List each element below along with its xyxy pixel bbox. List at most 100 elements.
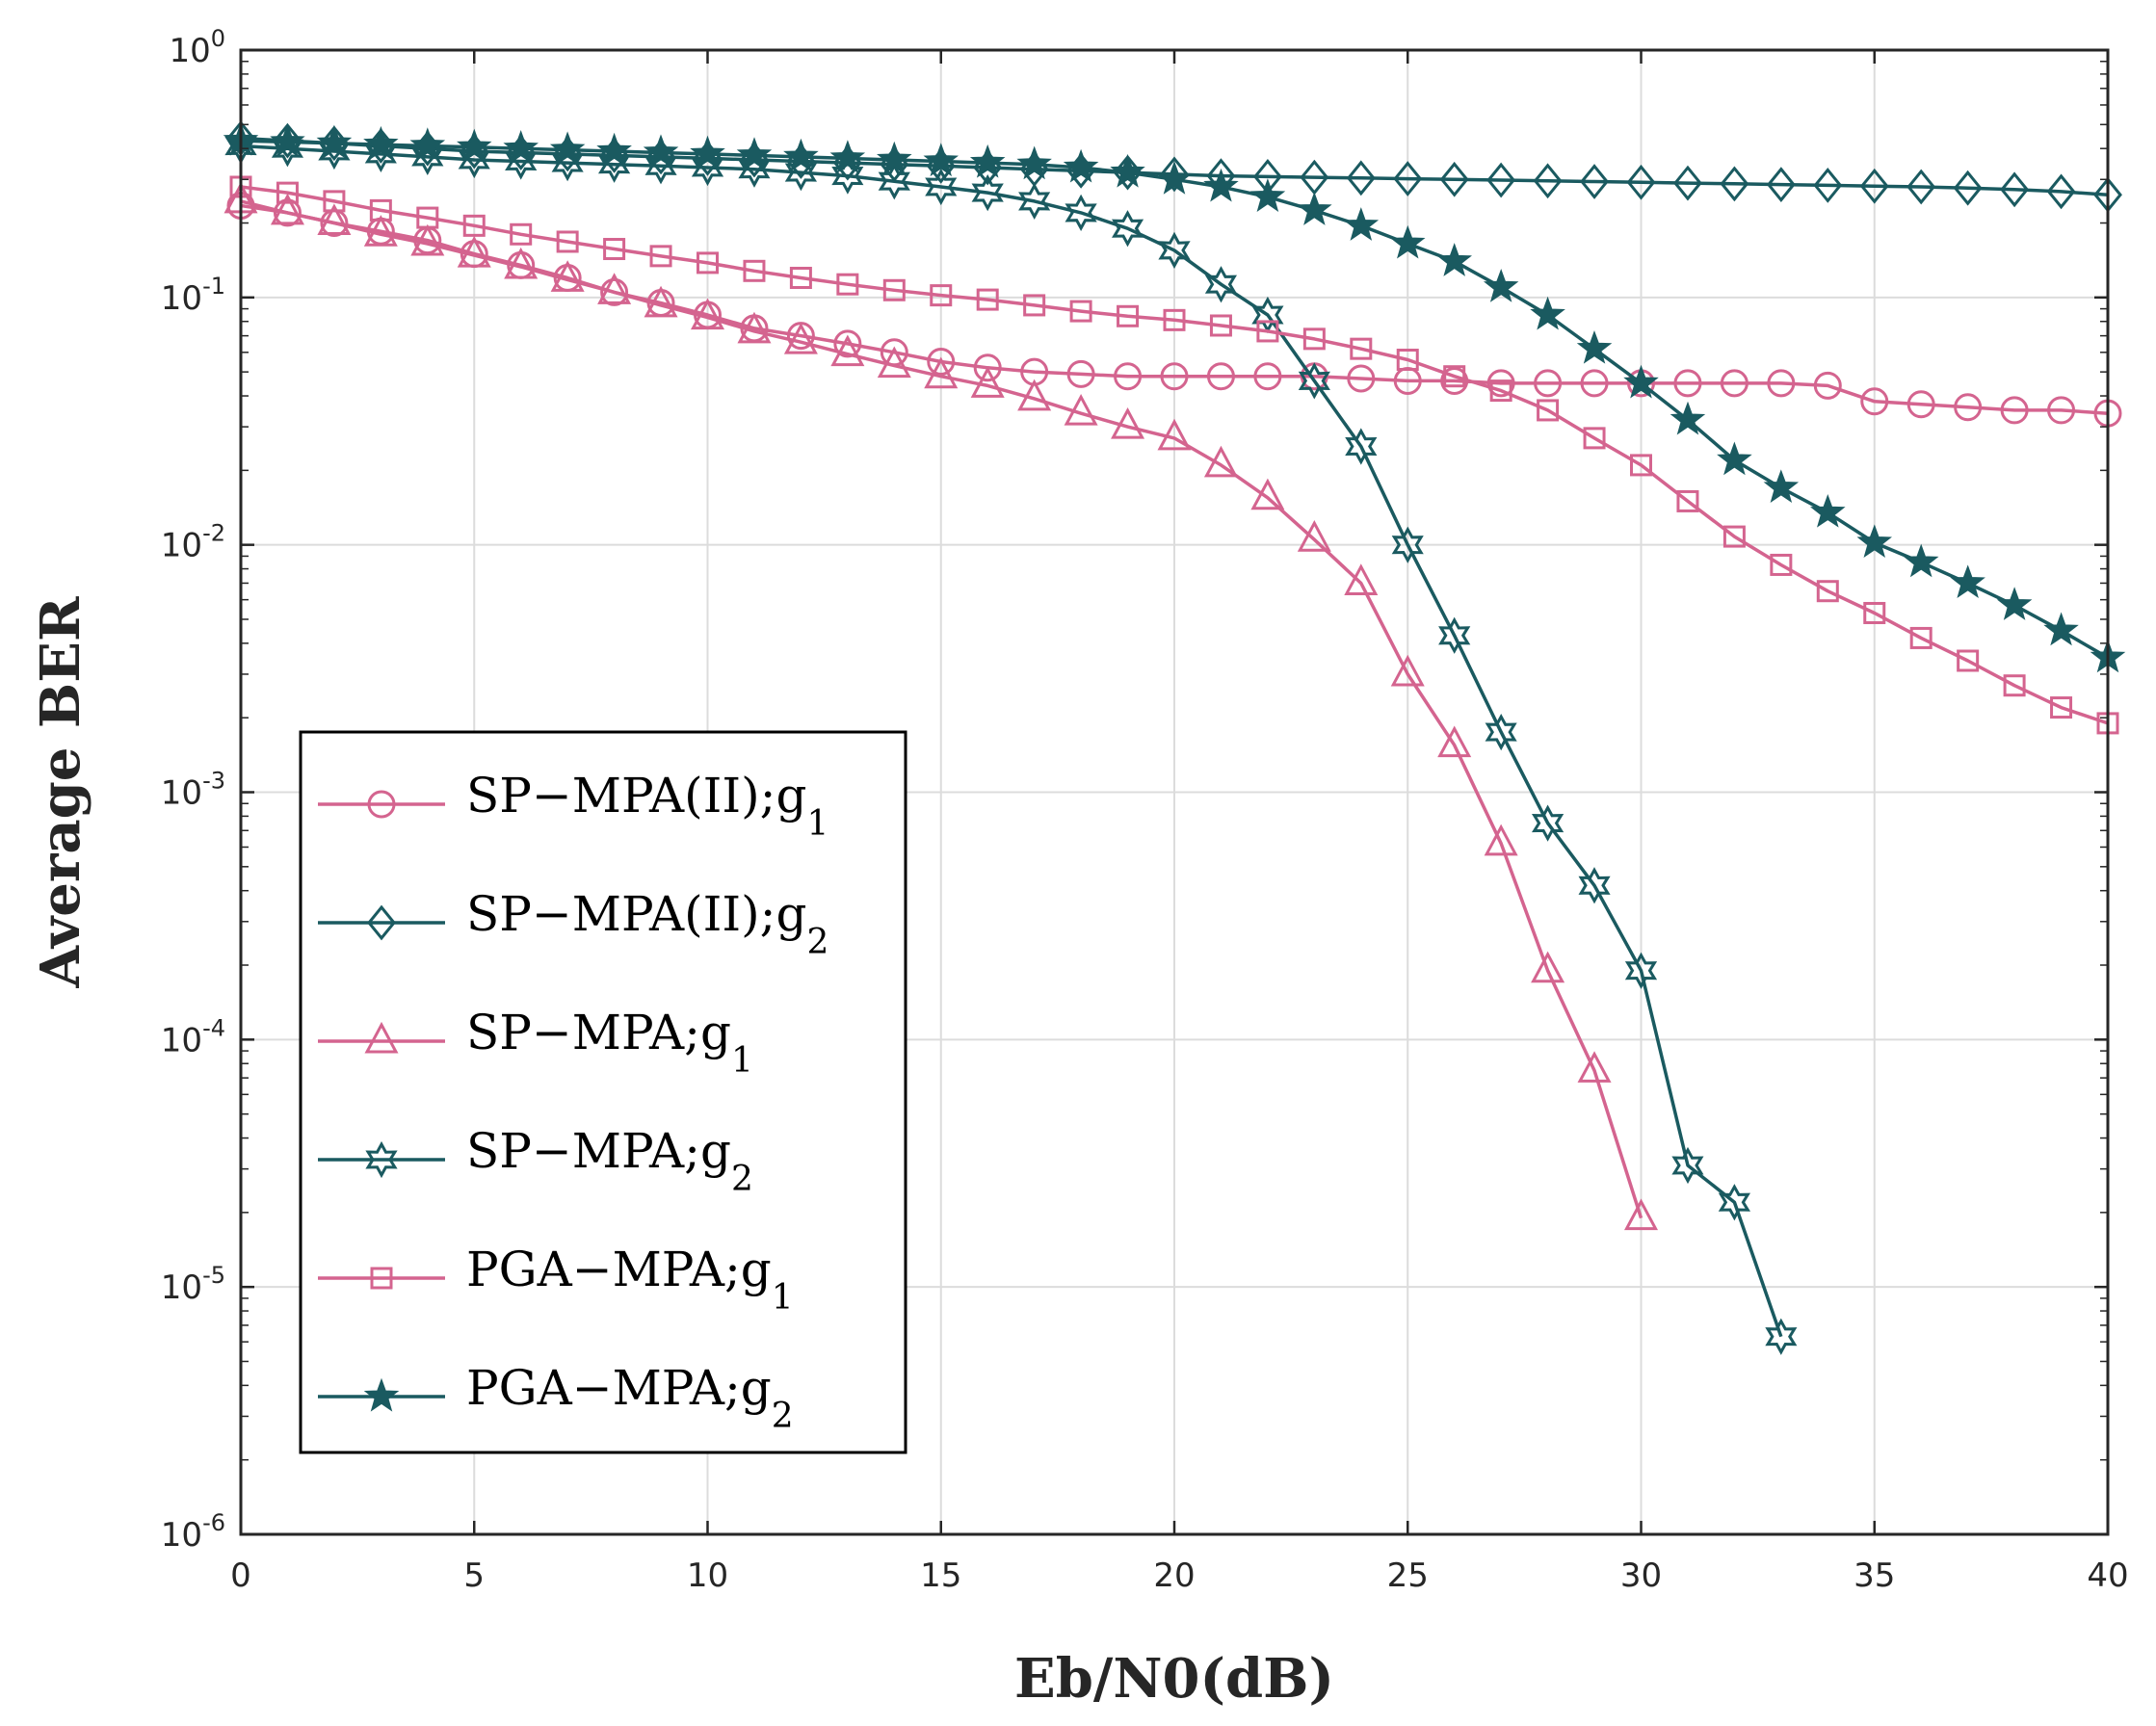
- data-point: [1580, 369, 1609, 398]
- diamond-marker-icon: [367, 904, 396, 941]
- data-point: [1720, 166, 1749, 202]
- data-point: [1156, 161, 1193, 195]
- series-sp-mpa-g2: [224, 127, 1798, 1355]
- data-point: [1114, 362, 1143, 391]
- data-point: [597, 273, 632, 304]
- data-point: [363, 215, 398, 247]
- data-point: [1576, 330, 1613, 364]
- data-point: [1163, 308, 1186, 331]
- data-point: [1810, 494, 1846, 528]
- data-point: [1623, 1198, 1659, 1231]
- data-point: [1767, 369, 1796, 398]
- data-point: [924, 356, 959, 389]
- data-point: [1531, 804, 1564, 842]
- data-point: [1765, 1318, 1798, 1355]
- data-point: [737, 311, 772, 344]
- data-point: [1906, 390, 1935, 419]
- data-point: [1489, 379, 1512, 403]
- hexagram-marker-icon: [365, 1140, 398, 1179]
- data-point: [1350, 337, 1373, 360]
- data-point: [1906, 169, 1936, 205]
- triangle-marker-icon: [364, 1021, 399, 1054]
- data-point: [1436, 243, 1472, 276]
- data-point: [1816, 580, 1839, 603]
- circle-marker-icon: [367, 790, 396, 819]
- data-point: [736, 137, 773, 170]
- y-tick-label: 10-6: [161, 1509, 225, 1555]
- data-point: [550, 260, 585, 292]
- data-point: [457, 128, 492, 163]
- data-point: [2000, 171, 2030, 208]
- data-point: [1813, 371, 1842, 400]
- data-point: [457, 235, 491, 268]
- data-point: [1670, 401, 1706, 435]
- series-pga-mpa-g2: [223, 121, 2126, 673]
- x-tick-label: 15: [920, 1556, 961, 1595]
- data-point: [644, 147, 677, 185]
- data-point: [1954, 393, 1983, 422]
- data-point: [1630, 454, 1652, 477]
- data-point: [1111, 406, 1145, 439]
- data-point: [1117, 304, 1140, 327]
- legend-label: SP−MPA;g2: [466, 1123, 753, 1199]
- legend-item: PGA−MPA;g1: [318, 1242, 794, 1318]
- data-point: [1673, 369, 1702, 398]
- data-point: [1437, 725, 1472, 758]
- data-point: [363, 125, 399, 160]
- data-point: [1770, 553, 1793, 576]
- series-layer: [223, 120, 2126, 1355]
- data-point: [1249, 178, 1286, 212]
- x-tick-label: 25: [1387, 1556, 1429, 1595]
- data-point: [317, 203, 352, 236]
- data-point: [1534, 369, 1563, 398]
- legend-item: SP−MPA(II);g2: [318, 886, 828, 962]
- data-point: [1209, 314, 1232, 337]
- square-marker-icon: [370, 1267, 393, 1290]
- data-point: [1856, 524, 1892, 558]
- data-point: [923, 143, 959, 177]
- data-point: [1530, 296, 1565, 330]
- data-point: [1626, 164, 1656, 200]
- data-point: [971, 173, 1004, 212]
- data-point: [273, 122, 302, 159]
- x-axis-title: Eb/N0(dB): [1014, 1647, 1334, 1711]
- data-point: [2046, 173, 2076, 210]
- data-point: [1110, 153, 1145, 188]
- data-point: [1673, 165, 1702, 201]
- series-sp-mpa-g1: [223, 181, 1659, 1231]
- y-tick-label: 10-4: [161, 1014, 225, 1059]
- legend-label: SP−MPA(II);g2: [466, 886, 828, 962]
- data-point: [882, 278, 906, 301]
- ticks: 0 5 10 15 20 25 30 35 40 100 10-1 10-2 10-3 10-4 10-5 1…: [161, 25, 2129, 1595]
- data-point: [1298, 362, 1330, 400]
- data-point: [1206, 362, 1235, 391]
- data-point: [1486, 162, 1516, 198]
- data-point: [1345, 428, 1378, 465]
- data-point: [1023, 294, 1046, 317]
- data-point: [369, 198, 392, 222]
- data-point: [551, 144, 584, 182]
- data-point: [409, 127, 446, 161]
- data-point: [2050, 696, 2073, 719]
- data-point: [1717, 441, 1752, 476]
- data-point: [643, 134, 679, 168]
- data-point: [323, 190, 346, 213]
- data-point: [1903, 543, 1939, 578]
- data-point: [1531, 951, 1565, 983]
- data-point: [1203, 168, 1239, 202]
- data-point: [1722, 525, 1746, 548]
- data-point: [1859, 168, 1889, 204]
- data-point: [462, 214, 486, 237]
- data-point: [969, 144, 1006, 178]
- data-point: [276, 181, 299, 204]
- data-point: [691, 148, 724, 187]
- data-point: [1160, 156, 1189, 193]
- data-point: [1393, 161, 1423, 196]
- data-point: [690, 298, 725, 330]
- data-point: [1623, 364, 1659, 399]
- data-point: [836, 273, 859, 296]
- data-point: [1344, 563, 1379, 595]
- data-point: [1391, 526, 1424, 563]
- legend-label: SP−MPA(II);g1: [466, 768, 828, 844]
- data-point: [1860, 387, 1889, 416]
